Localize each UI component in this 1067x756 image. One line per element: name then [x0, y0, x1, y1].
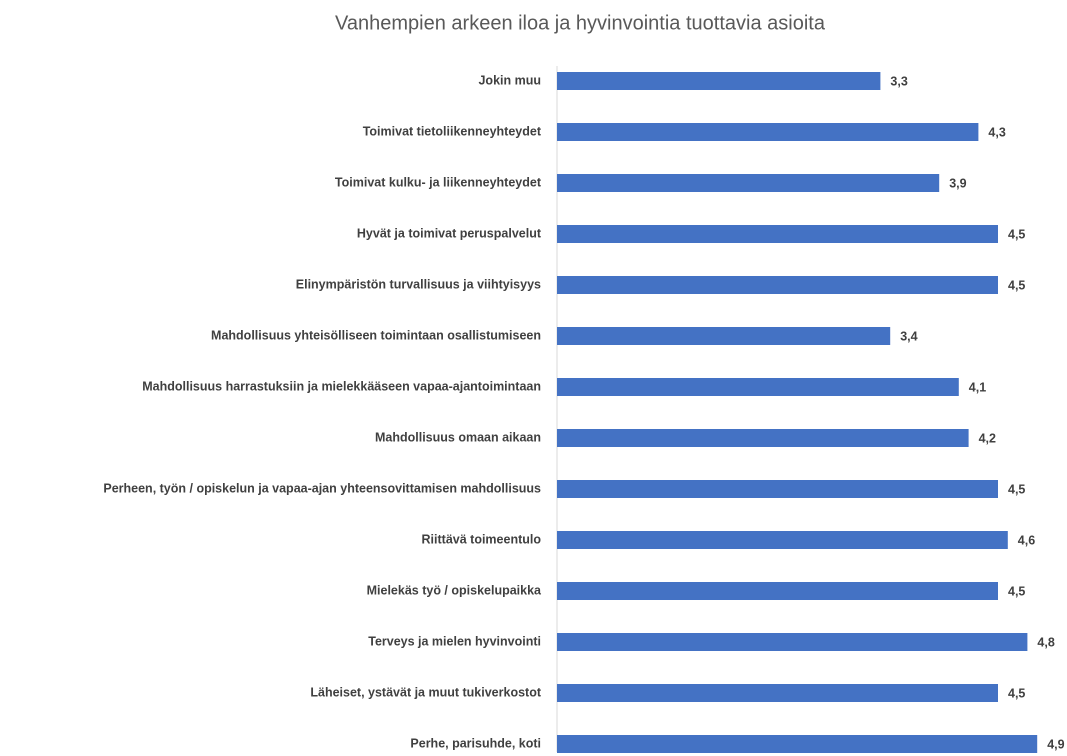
bar — [557, 72, 881, 90]
value-label: 3,3 — [890, 74, 907, 88]
bar — [557, 123, 979, 141]
y-tick-label: Mahdollisuus omaan aikaan — [375, 430, 541, 444]
bar — [557, 276, 998, 294]
value-label: 4,8 — [1037, 635, 1054, 649]
bar — [557, 582, 998, 600]
bar — [557, 327, 891, 345]
y-tick-label: Perhe, parisuhde, koti — [410, 736, 541, 750]
bar — [557, 429, 969, 447]
value-label: 4,6 — [1018, 533, 1035, 547]
y-tick-label: Jokin muu — [478, 73, 541, 87]
value-label: 3,4 — [900, 329, 917, 343]
value-label: 4,1 — [969, 380, 986, 394]
bar — [557, 633, 1028, 651]
bar — [557, 174, 940, 192]
value-label: 4,5 — [1008, 584, 1025, 598]
y-tick-label: Mahdollisuus harrastuksiin ja mielekkääs… — [142, 379, 541, 393]
bar — [557, 684, 998, 702]
y-tick-label: Hyvät ja toimivat peruspalvelut — [357, 226, 542, 240]
y-tick-label: Mielekäs työ / opiskelupaikka — [367, 583, 542, 597]
value-label: 4,5 — [1008, 482, 1025, 496]
bar — [557, 378, 959, 396]
bar — [557, 735, 1038, 753]
value-label: 4,3 — [988, 125, 1005, 139]
y-tick-label: Toimivat kulku- ja liikenneyhteydet — [335, 175, 542, 189]
chart-title: Vanhempien arkeen iloa ja hyvinvointia t… — [335, 12, 826, 34]
bar — [557, 480, 998, 498]
value-label: 4,5 — [1008, 278, 1025, 292]
value-label: 4,9 — [1047, 737, 1064, 751]
y-tick-label: Terveys ja mielen hyvinvointi — [368, 634, 541, 648]
value-label: 4,5 — [1008, 227, 1025, 241]
bar — [557, 225, 998, 243]
y-tick-label: Elinympäristön turvallisuus ja viihtyisy… — [296, 277, 541, 291]
y-tick-label: Perheen, työn / opiskelun ja vapaa-ajan … — [103, 481, 541, 495]
bar — [557, 531, 1008, 549]
y-tick-label: Mahdollisuus yhteisölliseen toimintaan o… — [211, 328, 541, 342]
value-label: 4,2 — [979, 431, 996, 445]
value-label: 3,9 — [949, 176, 966, 190]
y-tick-label: Riittävä toimeentulo — [422, 532, 542, 546]
y-tick-label: Toimivat tietoliikenneyhteydet — [363, 124, 542, 138]
value-label: 4,5 — [1008, 686, 1025, 700]
y-tick-label: Läheiset, ystävät ja muut tukiverkostot — [310, 685, 541, 699]
